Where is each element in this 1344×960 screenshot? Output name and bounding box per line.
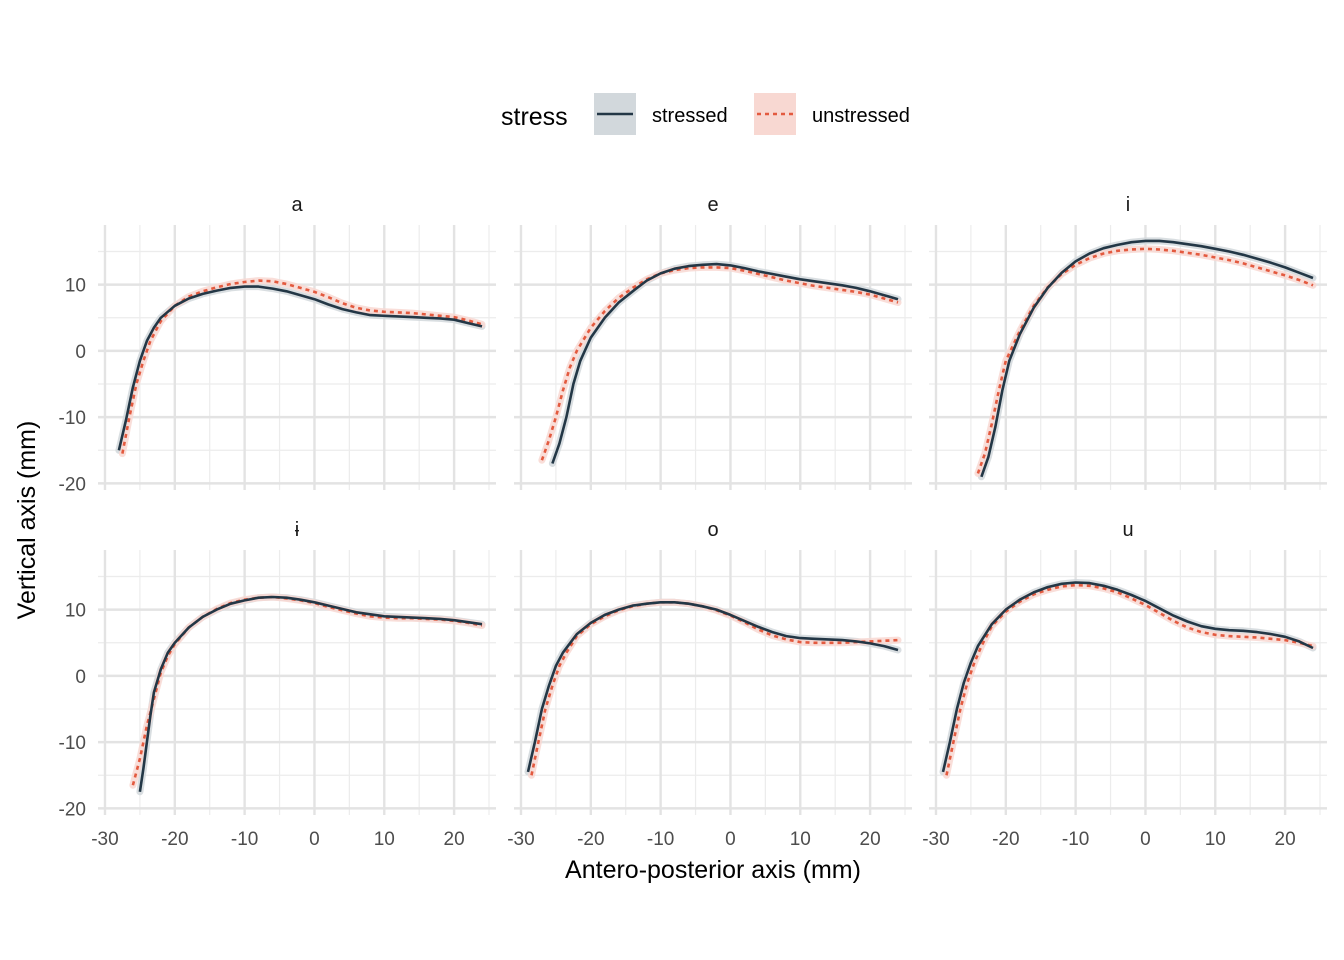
legend-label-stressed: stressed [652,105,728,127]
series-line-stressed [526,601,899,773]
x-axis-title: Antero-posterior axis (mm) [565,856,861,884]
series-line-unstressed [121,279,483,454]
x-tick-label: -10 [231,829,258,850]
series-line-unstressed [540,266,899,461]
x-tick-label: -10 [1062,829,1089,850]
series-line-unstressed [945,583,1314,776]
panel-label: u [1122,519,1133,541]
panel-1: a -20 -10 0 10 [59,194,496,495]
x-tick-label: 0 [309,829,320,850]
x-tick-label: -20 [161,829,188,850]
x-tick-label: 20 [1275,829,1296,850]
panel-label: o [707,519,718,541]
series-ribbon-stressed [977,237,1317,481]
legend-label-unstressed: unstressed [812,105,910,127]
x-tick-label: -30 [91,829,118,850]
panel-label: ɨ [295,519,300,541]
series-line-stressed [551,262,899,464]
x-tick-label: 10 [1205,829,1226,850]
x-tick-label: -20 [992,829,1019,850]
y-tick-label: 10 [65,601,86,622]
y-tick-label: -20 [59,474,86,495]
series-line-stressed [941,581,1314,773]
y-tick-label: -10 [59,408,86,429]
panel-3: i [929,194,1327,490]
x-tick-label: -30 [507,829,534,850]
x-tick-label: 0 [725,829,736,850]
x-tick-label: -30 [922,829,949,850]
x-tick-label: 10 [374,829,395,850]
y-tick-label: -10 [59,733,86,754]
x-tick-label: -10 [647,829,674,850]
series-line-stressed [980,239,1314,478]
series-ribbon-unstressed [538,263,902,464]
series-ribbon-stressed [548,260,902,467]
series-line-unstressed [530,601,899,776]
x-tick-label: 20 [860,829,881,850]
series-ribbon-unstressed [118,277,486,458]
panel-5: o -30 -20 -10 0 10 20 [507,519,912,850]
x-tick-label: 20 [444,829,465,850]
panel-2: e [514,194,912,490]
legend: stress stressed unstressed [501,93,910,135]
x-tick-label: -20 [577,829,604,850]
y-tick-label: 0 [75,342,86,363]
legend-key-stressed [594,93,636,135]
x-tick-label: 10 [790,829,811,850]
legend-title: stress [501,103,568,131]
series-ribbon-stressed [939,579,1317,776]
x-tick-label: 0 [1140,829,1151,850]
panel-label: e [707,194,718,216]
panel-6: u -30 -20 -10 0 10 20 [922,519,1327,850]
y-tick-label: -20 [59,799,86,820]
panel-label: a [291,194,303,216]
y-axis-title: Vertical axis (mm) [13,421,41,620]
series-line-unstressed [131,595,483,786]
series-line-stressed [138,595,483,792]
series-line-stressed [117,285,483,451]
y-tick-label: 0 [75,667,86,688]
series-line-unstressed [976,247,1314,474]
panel-label: i [1126,194,1130,216]
y-tick-label: 10 [65,276,86,297]
series-ribbon-unstressed [129,593,486,789]
legend-key-unstressed [754,93,796,135]
